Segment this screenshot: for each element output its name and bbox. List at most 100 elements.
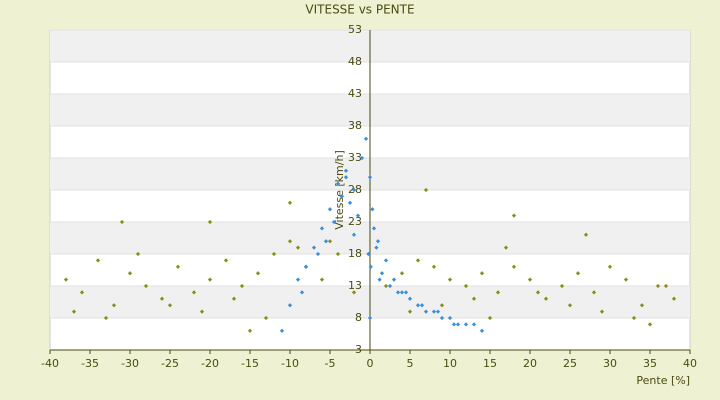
point <box>331 219 337 225</box>
y-tick-label: 43 <box>348 87 362 100</box>
point <box>263 315 269 321</box>
point <box>368 264 373 269</box>
y-tick-label: 18 <box>348 247 362 260</box>
x-tick-label: 40 <box>683 357 697 370</box>
point <box>663 283 669 289</box>
point <box>363 136 369 141</box>
point <box>431 264 437 269</box>
y-tick-label: 8 <box>355 311 362 324</box>
point <box>451 322 457 327</box>
point <box>367 175 373 180</box>
point <box>591 290 597 295</box>
x-axis-label: Pente [%] <box>636 374 690 387</box>
point <box>255 271 261 276</box>
point <box>366 251 371 257</box>
point <box>315 251 321 257</box>
point <box>303 264 309 269</box>
x-tick-label: -10 <box>281 357 299 370</box>
point <box>175 264 181 269</box>
x-tick-label: 15 <box>483 357 497 370</box>
point <box>335 251 341 257</box>
x-tick-label: -20 <box>201 357 219 370</box>
point <box>471 296 477 301</box>
point <box>371 226 377 231</box>
point <box>159 296 165 301</box>
point <box>199 309 205 314</box>
point <box>415 303 421 308</box>
point <box>327 239 333 244</box>
point <box>399 271 405 276</box>
x-tick-label: 5 <box>407 357 414 370</box>
point <box>319 277 325 282</box>
point <box>119 219 125 225</box>
point <box>343 175 349 180</box>
point <box>567 303 573 308</box>
x-tick-label: -35 <box>81 357 99 370</box>
point <box>495 290 501 295</box>
point <box>423 309 429 314</box>
point <box>223 258 229 263</box>
point <box>479 328 485 333</box>
point <box>311 245 317 250</box>
point <box>143 283 149 289</box>
point <box>135 251 141 257</box>
point <box>535 290 541 295</box>
point <box>323 239 329 244</box>
point <box>271 251 277 257</box>
point <box>407 309 413 314</box>
point <box>295 277 301 282</box>
point <box>471 322 477 327</box>
x-tick-label: 30 <box>603 357 617 370</box>
x-tick-label: 10 <box>443 357 457 370</box>
y-tick-label: 53 <box>348 23 362 36</box>
point <box>287 303 293 308</box>
point <box>351 187 357 193</box>
point <box>339 194 345 199</box>
point <box>351 290 357 295</box>
point <box>403 290 409 295</box>
point <box>439 303 445 308</box>
point <box>347 200 353 205</box>
x-tick-label: 35 <box>643 357 657 370</box>
chart-title: VITESSE vs PENTE <box>305 3 414 17</box>
point <box>287 239 293 244</box>
point <box>167 303 173 308</box>
point <box>279 328 285 333</box>
point <box>387 283 393 289</box>
point <box>299 290 305 295</box>
point <box>575 271 581 276</box>
point <box>503 245 509 250</box>
point <box>583 232 589 237</box>
point <box>487 315 493 321</box>
point <box>287 200 293 205</box>
x-tick-label: -15 <box>241 357 259 370</box>
y-tick-label: 48 <box>348 55 362 68</box>
point <box>355 213 361 218</box>
point <box>511 264 517 269</box>
point <box>623 277 629 282</box>
point <box>447 315 453 321</box>
y-tick-label: 33 <box>348 151 362 164</box>
point <box>231 296 237 301</box>
point <box>399 290 405 295</box>
point <box>631 315 637 321</box>
point <box>407 296 413 301</box>
point <box>511 213 517 218</box>
point <box>463 283 469 289</box>
point <box>419 303 425 308</box>
point <box>439 315 445 321</box>
point <box>335 181 341 186</box>
point <box>559 283 565 289</box>
point <box>447 277 453 282</box>
point <box>431 309 437 314</box>
point <box>207 277 213 282</box>
point <box>295 245 301 250</box>
point <box>319 226 325 231</box>
point <box>423 187 429 193</box>
point <box>343 168 349 173</box>
point <box>543 296 549 301</box>
point <box>383 283 389 289</box>
y-tick-label: 23 <box>348 215 362 228</box>
point <box>607 264 613 269</box>
point <box>327 207 333 212</box>
